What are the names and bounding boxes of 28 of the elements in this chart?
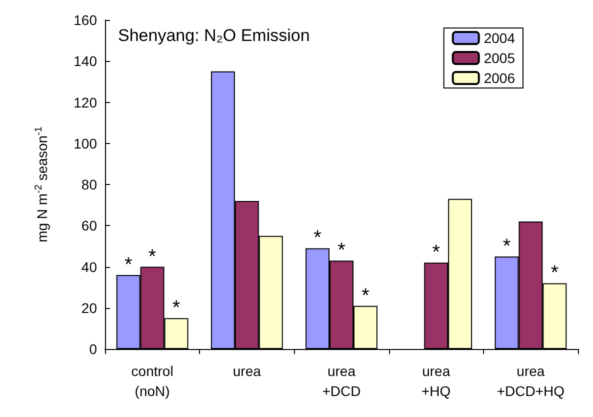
y-tick-label: 140 [74,53,98,70]
y-tick-label: 160 [74,12,98,28]
y-tick-label: 0 [89,341,98,357]
data-label: * [314,227,322,250]
x-tick-label: urea +DCD+HQ [496,363,565,399]
x-tick-label: urea [232,363,262,379]
x-tick-label: urea +DCD [322,363,361,399]
data-label: * [432,242,440,264]
data-label: * [172,297,180,320]
y-tick-label: 60 [81,218,98,234]
x-tick-label: urea +HQ [422,363,451,399]
y-tick-label: 100 [74,135,98,152]
data-label: * [362,284,370,307]
legend-label: 2005 [484,50,516,66]
legend-label: 2006 [484,70,516,86]
data-label: * [124,254,132,276]
chart-title: Shenyang: N₂O Emission [118,26,310,45]
data-label: * [338,240,346,262]
y-tick-label: 120 [74,94,98,110]
x-tick-label: control (noN) [131,363,174,399]
y-axis-title: mg N m-2 season-1 [34,126,50,242]
data-label: * [502,235,511,258]
y-tick-label: 80 [81,176,98,192]
y-tick-label: 20 [81,300,98,316]
data-label: * [148,246,156,268]
legend-label: 2004 [484,30,516,46]
y-tick-label: 40 [81,258,98,275]
data-label: * [550,262,559,284]
